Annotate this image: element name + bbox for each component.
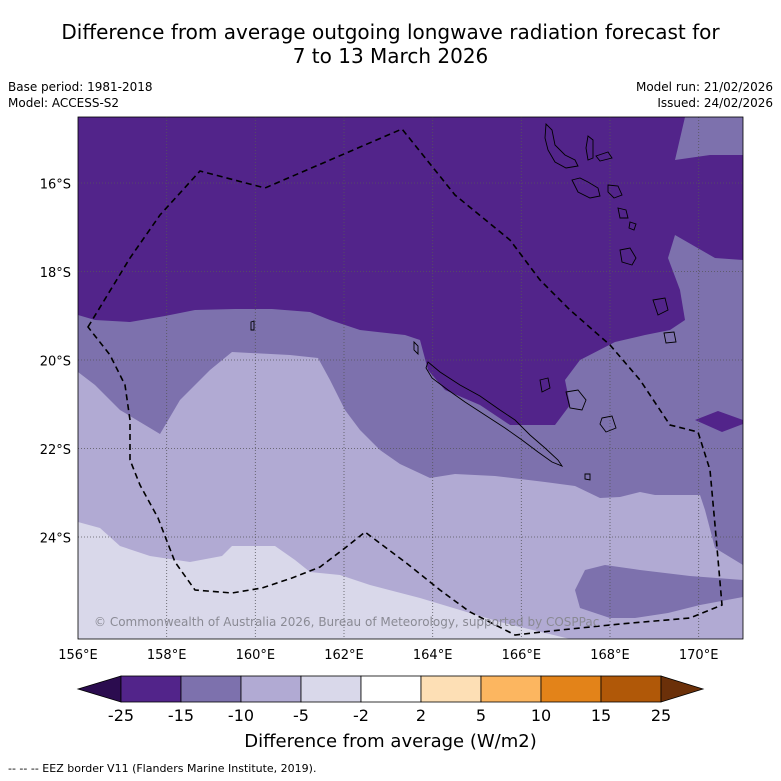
plot-frame	[77, 116, 744, 640]
colorbar	[76, 675, 705, 703]
colorbar-tick-label: -10	[228, 706, 254, 725]
small-island-1	[584, 473, 591, 481]
y-tick-label: 24°S	[40, 531, 71, 546]
anomaly-band-dark	[78, 117, 743, 425]
x-tick-label: 170°E	[679, 648, 719, 663]
x-tick-label: 160°E	[236, 648, 276, 663]
x-axis: 156°E 158°E 160°E 162°E 164°E 166°E 168°E 170°E	[58, 648, 718, 663]
colorbar-tick-label: -5	[293, 706, 309, 725]
anomaly-patch-east	[695, 411, 743, 432]
vanuatu-coast-6	[617, 207, 629, 219]
eez-border	[87, 128, 723, 636]
colorbar-swatch	[480, 675, 542, 703]
fiji-area-coast-2	[663, 331, 677, 344]
chart-title-line1: Difference from average outgoing longwav…	[61, 20, 720, 44]
coastlines	[250, 122, 677, 481]
loyalty-coast-1	[539, 377, 551, 393]
small-island-2	[250, 320, 255, 331]
loyalty-coast-3	[599, 415, 617, 433]
y-tick-label: 22°S	[40, 443, 71, 458]
colorbar-tick-label: -15	[168, 706, 194, 725]
model-name: Model: ACCESS-S2	[8, 96, 120, 110]
colorbar-tick-label: -2	[353, 706, 369, 725]
colorbar-swatch	[120, 675, 182, 703]
colorbar-extension-high	[660, 675, 705, 703]
anomaly-patch-southeast	[575, 565, 743, 618]
vanuatu-coast-1	[544, 122, 579, 169]
y-axis: 16°S 18°S 20°S 22°S 24°S	[40, 177, 71, 546]
colorbar-tick-label: 25	[651, 706, 671, 725]
vanuatu-coast-2	[585, 135, 594, 161]
chart-title-line2: 7 to 13 March 2026	[292, 44, 489, 68]
loyalty-coast-2	[565, 389, 587, 411]
vanuatu-coast-8	[619, 247, 637, 266]
vanuatu-coast-7	[628, 221, 637, 231]
colorbar-tick-label: 15	[591, 706, 611, 725]
colorbar-swatch	[240, 675, 302, 703]
colorbar-tick-label: 5	[476, 706, 486, 725]
fiji-area-coast-1	[652, 297, 669, 316]
y-tick-label: 18°S	[40, 266, 71, 281]
x-tick-label: 164°E	[413, 648, 453, 663]
x-tick-label: 158°E	[147, 648, 187, 663]
copyright-notice: © Commonwealth of Australia 2026, Bureau…	[94, 615, 599, 629]
colorbar-tick-label: 2	[416, 706, 426, 725]
colorbar-tick-label: -25	[108, 706, 134, 725]
x-tick-label: 166°E	[502, 648, 542, 663]
colorbar-swatch	[540, 675, 602, 703]
y-tick-label: 20°S	[40, 354, 71, 369]
eez-legend-note: -- -- -- EEZ border V11 (Flanders Marine…	[8, 762, 317, 775]
anomaly-field: © Commonwealth of Australia 2026, Bureau…	[78, 117, 743, 639]
colorbar-swatch	[180, 675, 242, 703]
x-tick-label: 168°E	[590, 648, 630, 663]
colorbar-extension-low	[76, 675, 122, 703]
colorbar-swatch	[360, 675, 422, 703]
colorbar-ticks: -25 -15 -10 -5 -2 2 5 10 15 25	[108, 706, 671, 725]
issued-date: Issued: 24/02/2026	[657, 96, 773, 110]
colorbar-tick-label: 10	[531, 706, 551, 725]
y-tick-label: 16°S	[40, 177, 71, 192]
base-period: Base period: 1981-2018	[8, 80, 153, 94]
colorbar-swatch	[300, 675, 362, 703]
model-run: Model run: 21/02/2026	[635, 80, 773, 94]
colorbar-swatch	[420, 675, 482, 703]
x-tick-label: 156°E	[58, 648, 98, 663]
colorbar-label: Difference from average (W/m2)	[244, 731, 536, 752]
vanuatu-coast-5	[607, 184, 623, 199]
vanuatu-coast-4	[571, 177, 601, 199]
small-island-3	[413, 340, 419, 356]
new-caledonia-coast	[425, 361, 564, 467]
colorbar-swatch	[600, 675, 662, 703]
x-tick-label: 162°E	[324, 648, 364, 663]
vanuatu-coast-3	[595, 151, 613, 162]
